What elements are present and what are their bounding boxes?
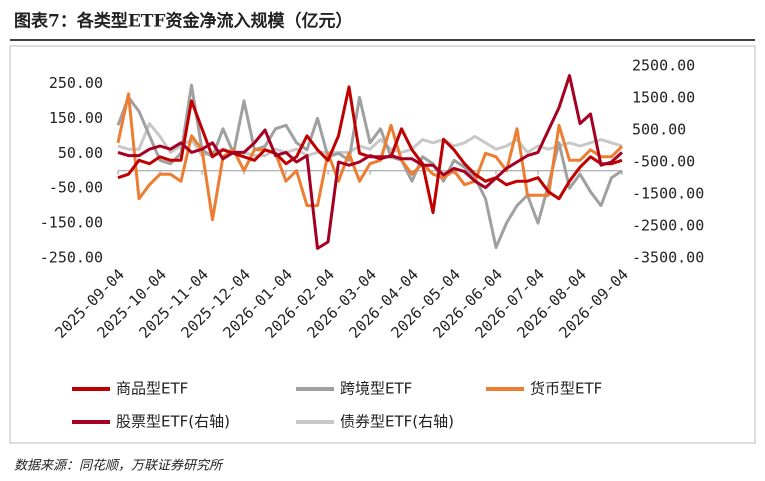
y-tick-label: 150.00 <box>49 109 103 127</box>
y2-tick-label: -500.00 <box>632 153 695 171</box>
series-line <box>117 74 624 250</box>
y-tick-label: -50.00 <box>49 179 103 197</box>
source-note: 数据来源：同花顺，万联证券研究所 <box>14 458 224 474</box>
y-tick-label: -250.00 <box>40 249 103 267</box>
y2-tick-label: 500.00 <box>632 121 686 139</box>
chart-title: 图表7：各类型ETF资金净流入规模（亿元） <box>14 11 353 32</box>
y2-tick-label: -1500.00 <box>632 185 704 203</box>
legend-label: 货币型ETF <box>530 380 602 398</box>
y-tick-label: -150.00 <box>40 214 103 232</box>
legend-label: 股票型ETF(右轴) <box>116 413 230 431</box>
legend-label: 债券型ETF(右轴) <box>340 413 454 431</box>
y2-tick-label: 2500.00 <box>632 57 695 75</box>
y2-tick-label: 1500.00 <box>632 89 695 107</box>
y-tick-label: 50.00 <box>58 144 103 162</box>
y2-tick-label: -2500.00 <box>632 217 704 235</box>
y-tick-label: 250.00 <box>49 74 103 92</box>
legend-label: 商品型ETF <box>116 380 188 398</box>
legend-label: 跨境型ETF <box>340 380 412 398</box>
chart-frame <box>9 45 756 444</box>
y2-tick-label: -3500.00 <box>632 249 704 267</box>
